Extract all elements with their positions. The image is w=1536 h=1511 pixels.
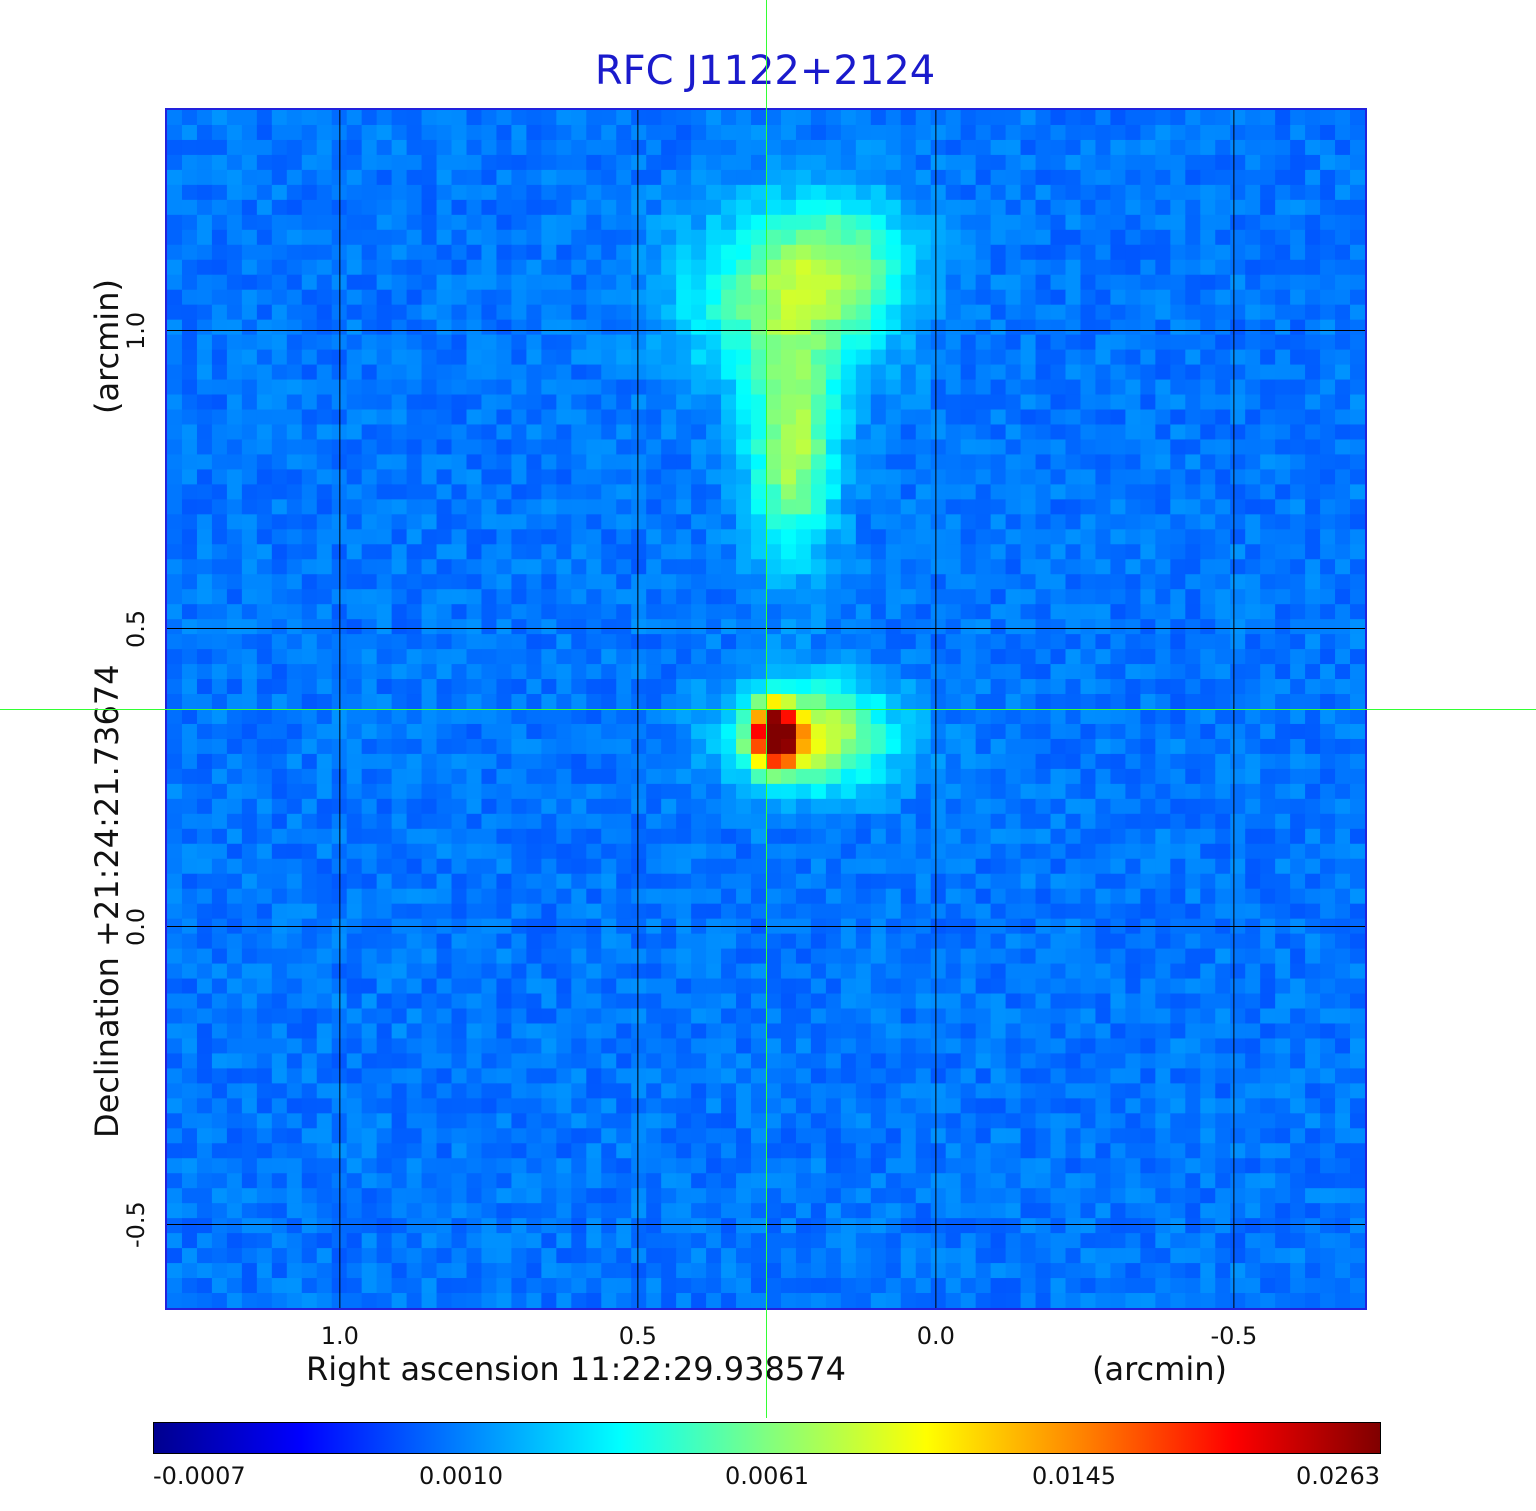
y-tick-label: 1.0 [122,311,150,350]
colorbar-tick-label: 0.0263 [1296,1462,1380,1490]
y-tick-label: -0.5 [122,1201,150,1248]
y-axis-unit: (arcmin) [88,279,126,414]
image-svg [167,110,1365,1308]
x-tick-label: 1.0 [320,1322,359,1350]
x-tick-label: -0.5 [1210,1322,1258,1350]
pixel-grid [167,110,1365,1308]
y-tick-label: 0.0 [122,907,150,946]
colorbar [153,1422,1381,1454]
colorbar-tick-label: 0.0061 [725,1462,809,1490]
x-tick-label: 0.0 [916,1322,955,1350]
crosshair-horizontal [0,709,1536,710]
colorbar-tick-label: 0.0010 [419,1462,503,1490]
colorbar-tick-label: -0.0007 [153,1462,246,1490]
x-tick-label: 0.5 [618,1322,657,1350]
chart-title: RFC J1122+2124 [594,48,936,94]
x-axis-label: Right ascension 11:22:29.938574 [306,1350,846,1388]
y-tick-label: 0.5 [122,609,150,648]
y-axis-label: Declination +21:24:21.73674 [88,664,126,1138]
image-panel[interactable] [165,108,1367,1310]
x-axis-unit: (arcmin) [1092,1350,1227,1388]
colorbar-tick-label: 0.0145 [1032,1462,1116,1490]
